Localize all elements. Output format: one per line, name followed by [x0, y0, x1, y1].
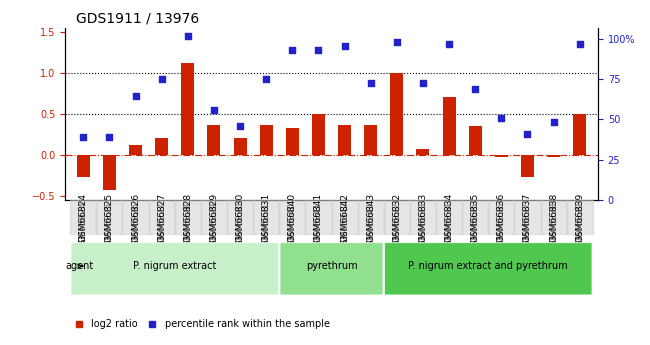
Text: GSM66839: GSM66839 — [575, 193, 584, 242]
Point — [444, 41, 454, 47]
Bar — [495, 155, 508, 157]
Bar — [70, 200, 96, 235]
Text: GSM66824: GSM66824 — [79, 193, 88, 242]
Bar — [436, 200, 462, 235]
Bar — [227, 200, 253, 235]
Bar — [364, 125, 377, 155]
Bar — [390, 73, 404, 155]
Text: GSM66837: GSM66837 — [523, 193, 532, 242]
Bar — [521, 155, 534, 177]
Bar — [181, 63, 194, 155]
Text: GSM66826: GSM66826 — [131, 193, 140, 242]
Point — [235, 124, 245, 129]
Point — [313, 47, 324, 52]
Point — [549, 119, 559, 125]
Point — [104, 134, 114, 140]
Bar — [207, 125, 220, 155]
Bar — [149, 200, 175, 235]
Text: GSM66843: GSM66843 — [366, 193, 375, 242]
Bar — [410, 200, 436, 235]
Bar — [443, 97, 456, 155]
Bar — [567, 200, 593, 235]
Bar — [122, 200, 149, 235]
Bar — [384, 200, 410, 235]
Bar — [233, 138, 246, 155]
FancyBboxPatch shape — [280, 243, 383, 295]
Point — [131, 93, 141, 99]
Point — [365, 81, 376, 86]
Legend: log2 ratio, percentile rank within the sample: log2 ratio, percentile rank within the s… — [70, 315, 334, 333]
Text: GSM66833: GSM66833 — [419, 193, 428, 242]
Text: GSM66830: GSM66830 — [235, 193, 244, 242]
Point — [78, 134, 88, 140]
Bar — [96, 200, 122, 235]
Bar — [306, 200, 332, 235]
Bar — [175, 200, 201, 235]
Text: GDS1911 / 13976: GDS1911 / 13976 — [75, 11, 199, 25]
Text: GSM66834: GSM66834 — [445, 193, 454, 242]
Point — [339, 44, 350, 49]
Text: GSM66827: GSM66827 — [157, 193, 166, 242]
Text: GSM66840: GSM66840 — [288, 193, 297, 242]
Point — [575, 41, 585, 47]
Point — [261, 76, 272, 81]
Point — [496, 115, 506, 121]
Point — [391, 39, 402, 44]
Bar — [417, 149, 430, 155]
Bar — [103, 155, 116, 190]
Bar — [332, 200, 358, 235]
Bar — [201, 200, 227, 235]
Bar — [259, 125, 273, 155]
Bar — [547, 155, 560, 157]
Text: GSM66842: GSM66842 — [340, 193, 349, 242]
Text: P. nigrum extract and pyrethrum: P. nigrum extract and pyrethrum — [408, 261, 568, 271]
Point — [470, 87, 480, 92]
Bar — [462, 200, 488, 235]
Text: GSM66831: GSM66831 — [262, 193, 270, 242]
Text: GSM66836: GSM66836 — [497, 193, 506, 242]
Text: pyrethrum: pyrethrum — [306, 261, 358, 271]
Bar — [338, 125, 351, 155]
Bar — [253, 200, 280, 235]
Text: GSM66825: GSM66825 — [105, 193, 114, 242]
Bar — [573, 114, 586, 155]
Point — [157, 76, 167, 81]
FancyBboxPatch shape — [71, 243, 278, 295]
Text: GSM66841: GSM66841 — [314, 193, 323, 242]
Bar — [488, 200, 514, 235]
Bar — [129, 145, 142, 155]
FancyBboxPatch shape — [385, 243, 592, 295]
Point — [522, 132, 532, 137]
Bar — [469, 126, 482, 155]
Text: GSM66838: GSM66838 — [549, 193, 558, 242]
Bar — [541, 200, 567, 235]
Point — [209, 107, 219, 112]
Bar — [155, 138, 168, 155]
Point — [418, 81, 428, 86]
Bar — [358, 200, 384, 235]
Bar — [312, 114, 325, 155]
Bar — [286, 128, 299, 155]
Point — [287, 47, 298, 52]
Bar — [280, 200, 306, 235]
Text: agent: agent — [66, 261, 94, 271]
Bar — [77, 155, 90, 177]
Text: GSM66828: GSM66828 — [183, 193, 192, 242]
Text: GSM66832: GSM66832 — [393, 193, 401, 242]
Text: GSM66835: GSM66835 — [471, 193, 480, 242]
Point — [183, 33, 193, 39]
Bar — [514, 200, 541, 235]
Text: P. nigrum extract: P. nigrum extract — [133, 261, 216, 271]
Text: GSM66829: GSM66829 — [209, 193, 218, 242]
